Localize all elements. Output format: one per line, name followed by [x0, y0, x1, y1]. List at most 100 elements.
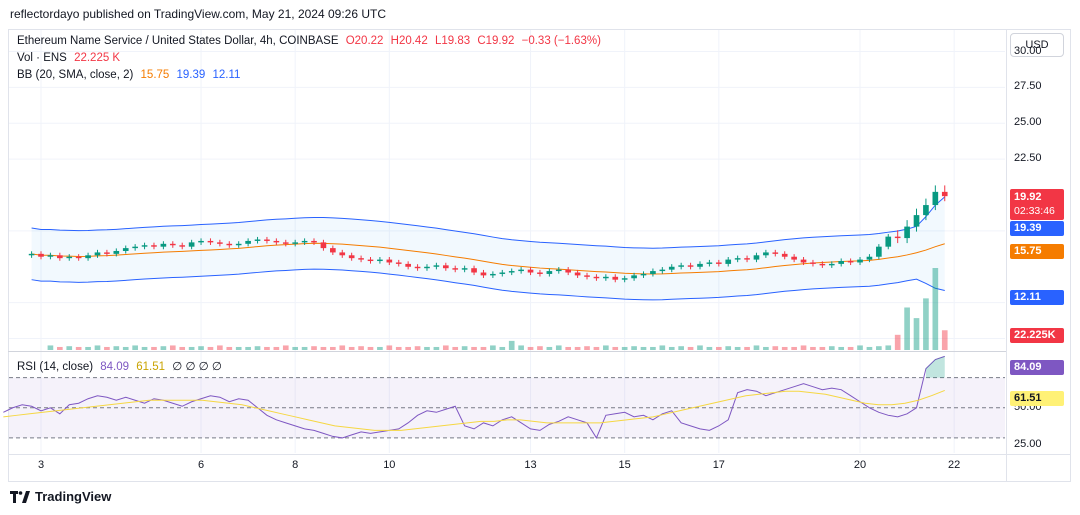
volume-bar [433, 346, 440, 350]
volume-bar [452, 346, 459, 350]
candle-body [763, 252, 769, 256]
candle-body [273, 240, 280, 243]
candle-body [715, 262, 722, 264]
bb-basis-value: 15.75 [140, 69, 170, 81]
volume-bar [744, 346, 750, 350]
volume-bar [235, 346, 242, 350]
candle-body [603, 276, 609, 279]
volume-bar [687, 346, 694, 350]
ohlc-close: C19.92 [477, 35, 515, 47]
candle-body [471, 268, 477, 273]
candle-body [151, 245, 157, 247]
volume-bar [621, 346, 628, 350]
time-tick-label: 17 [712, 459, 725, 471]
bb-fill [31, 196, 945, 300]
volume-bar [330, 346, 336, 350]
volume-bar [565, 346, 572, 350]
volume-bar [282, 345, 289, 350]
volume-bar [800, 345, 807, 350]
candle-body [94, 252, 101, 256]
price-tick-label: 25.00 [1014, 116, 1042, 129]
bb-basis-line [31, 242, 945, 275]
candle-body [264, 239, 270, 241]
candle-body [527, 269, 534, 273]
tradingview-brand: TradingView [35, 489, 112, 504]
volume-bar [66, 346, 73, 350]
candle-body [217, 242, 223, 244]
volume-bar [838, 346, 845, 350]
bb-upper-value: 19.39 [176, 69, 206, 81]
candle-body [697, 263, 703, 267]
currency-button[interactable]: USD [1010, 33, 1064, 57]
symbol-legend: Ethereum Name Service / United States Do… [17, 35, 605, 47]
price-tick-label: 27.50 [1014, 80, 1042, 93]
last-price-value: 19.92 [1014, 191, 1042, 203]
volume-legend[interactable]: Vol · ENS 22.225 K [17, 52, 124, 64]
tradingview-logo-icon [10, 490, 30, 503]
volume-bar [358, 346, 364, 350]
time-tick-label: 20 [853, 459, 867, 471]
rsi-tick-label: 25.00 [1014, 438, 1042, 451]
volume-bar [198, 346, 204, 350]
volume-bar [104, 346, 110, 350]
volume-bar [584, 346, 590, 350]
bb-legend[interactable]: BB (20, SMA, close, 2) 15.75 19.39 12.11 [17, 69, 244, 81]
candles [28, 185, 948, 283]
candle-body [254, 239, 261, 241]
candle-body [461, 268, 468, 270]
candle-body [442, 265, 449, 269]
volume-bar [395, 346, 402, 350]
rsi-overbought-fill [925, 356, 945, 378]
candle-body [207, 240, 214, 243]
candle-body [292, 242, 299, 244]
volume-bar [885, 345, 892, 350]
volume-bar [442, 345, 449, 350]
volume-bar [386, 345, 393, 350]
volume-bar [668, 346, 675, 350]
ohlc-high: H20.42 [390, 35, 428, 47]
rsi-badge: 84.09 [1010, 360, 1064, 375]
volume-label: Vol · ENS [17, 52, 67, 64]
volume-bar [405, 346, 411, 350]
rsi-legend[interactable]: RSI (14, close) 84.09 61.51 ∅ ∅ ∅ ∅ [17, 359, 226, 373]
candle-body [866, 256, 873, 260]
pane-divider[interactable] [8, 351, 1006, 352]
candle-body [781, 253, 788, 257]
volume-bar [273, 346, 280, 350]
candle-body [574, 272, 581, 276]
volume-bar [894, 334, 901, 350]
candle-body [640, 273, 647, 276]
volume-bar [461, 346, 468, 350]
rsi-background [9, 377, 1005, 439]
volume-bar [292, 346, 299, 350]
volume-value: 22.225 K [74, 52, 121, 64]
time-tick-label: 10 [383, 459, 396, 471]
rsi-line [3, 355, 945, 440]
candle-body [537, 272, 543, 274]
candle-body [414, 266, 421, 269]
tradingview-footer[interactable]: TradingView [10, 489, 111, 504]
volume-bar [772, 346, 779, 350]
grid-lines [9, 30, 1005, 453]
candle-body [330, 248, 336, 253]
candle-body [772, 252, 779, 254]
volume-bar [94, 345, 101, 350]
candle-body [386, 259, 393, 263]
publisher-line: reflectordayo published on TradingView.c… [10, 7, 386, 21]
candle-body [367, 259, 374, 262]
volume-bar [923, 298, 929, 350]
price-scale-divider [1006, 29, 1007, 482]
candle-body [66, 256, 73, 259]
time-tick-label: 8 [292, 459, 299, 471]
candle-body [923, 205, 929, 216]
candle-body [612, 276, 619, 280]
ohlc-open: O20.22 [345, 35, 384, 47]
candle-body [104, 252, 110, 254]
volume-bar [753, 345, 760, 350]
rsi-extra: ∅ ∅ ∅ ∅ [172, 361, 222, 373]
bb-label: BB (20, SMA, close, 2) [17, 69, 134, 81]
candle-body [38, 253, 44, 257]
symbol-title: Ethereum Name Service / United States Do… [17, 35, 339, 47]
bb-lower-badge: 12.11 [1010, 290, 1064, 305]
